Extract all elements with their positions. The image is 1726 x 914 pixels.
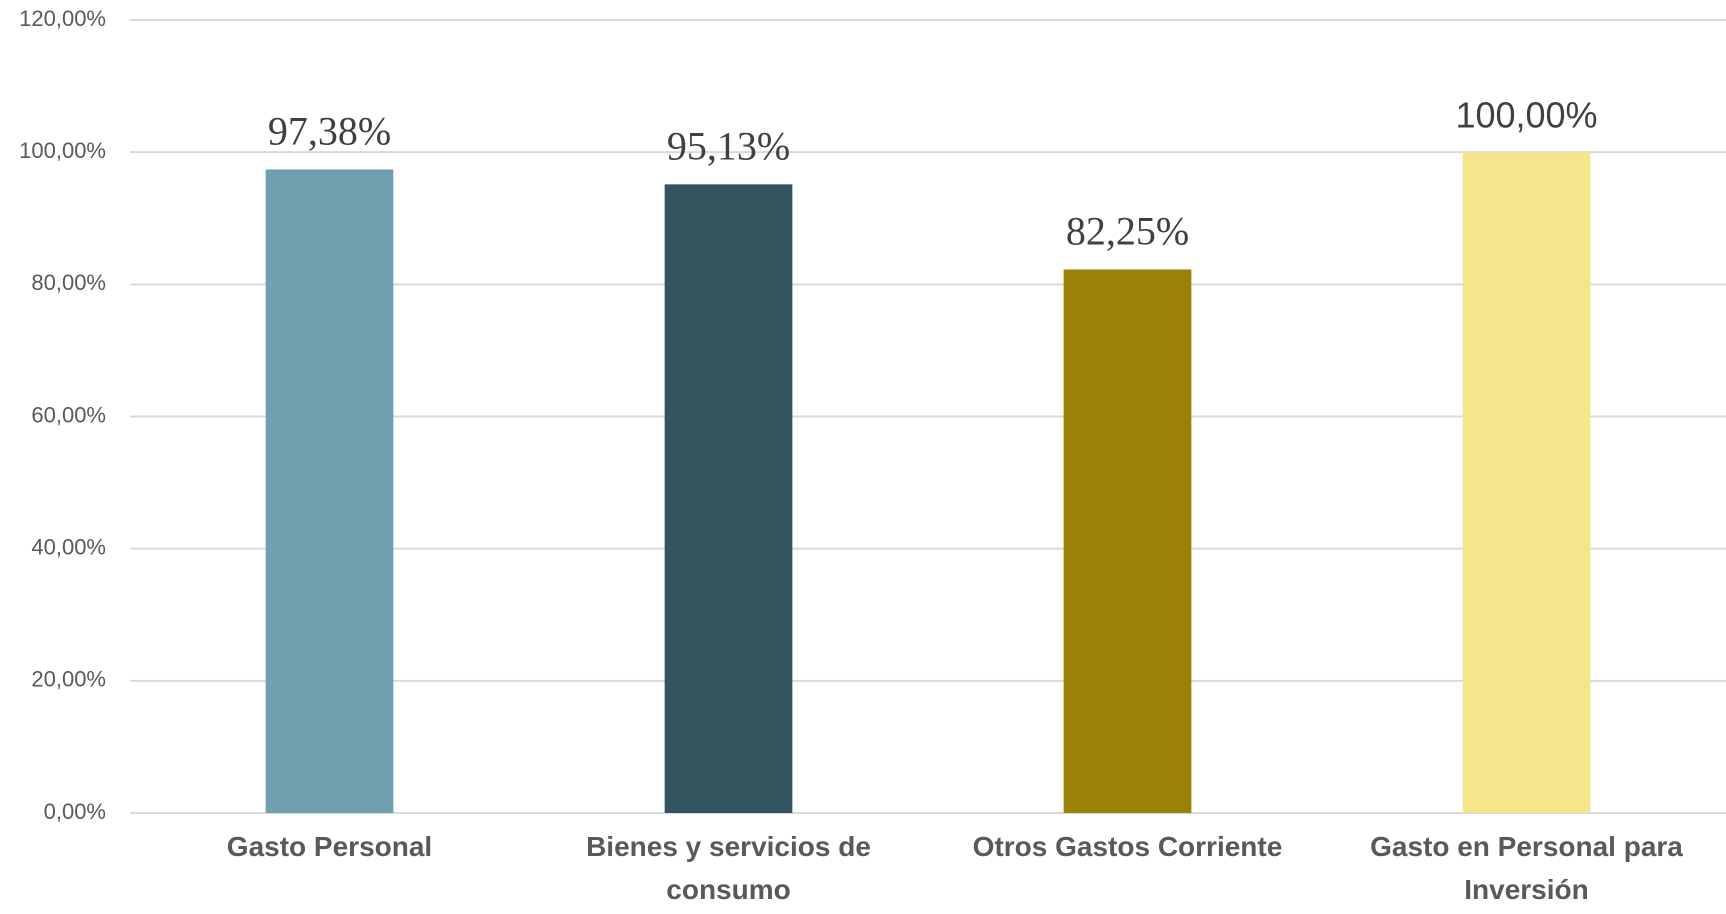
data-label: 82,25% — [1066, 209, 1189, 254]
x-tick-label: Gasto Personal — [226, 831, 433, 862]
y-tick-label: 100,00% — [19, 138, 106, 163]
x-tick-label: Bienes y servicios de consumo — [586, 831, 871, 905]
data-label: 100,00% — [1455, 95, 1597, 136]
y-tick-label: 0,00% — [44, 799, 106, 824]
bar — [1462, 152, 1591, 813]
bar — [265, 169, 394, 814]
bar — [1063, 269, 1192, 813]
data-label: 97,38% — [268, 109, 391, 154]
x-tick-label: Gasto en Personal para Inversión — [1370, 831, 1683, 905]
y-tick-label: 60,00% — [31, 402, 106, 427]
y-tick-label: 20,00% — [31, 667, 106, 692]
y-tick-label: 80,00% — [31, 270, 106, 295]
y-tick-label: 40,00% — [31, 534, 106, 559]
y-tick-label: 120,00% — [19, 6, 106, 31]
data-label: 95,13% — [667, 124, 790, 169]
x-tick-label: Otros Gastos Corriente — [972, 831, 1283, 862]
bar — [664, 184, 793, 813]
